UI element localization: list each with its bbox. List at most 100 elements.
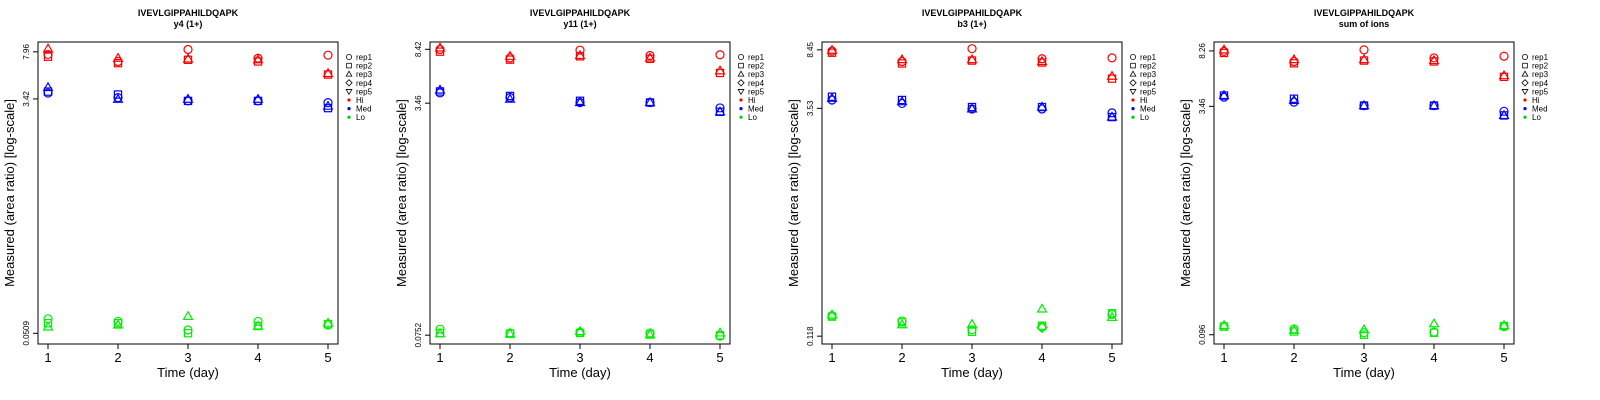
- legend-marker-rep5: [345, 89, 353, 96]
- data-point-med-rep3: [714, 106, 726, 116]
- legend-dot-Med: [739, 107, 743, 111]
- data-point-med-rep3: [1498, 109, 1510, 120]
- data-point-hi-rep1: [1219, 46, 1229, 56]
- data-point-med-rep2: [505, 91, 515, 101]
- data-point-lo-rep3: [1218, 319, 1230, 330]
- chart-subtitle: y4 (1+): [174, 19, 203, 29]
- data-point-hi-rep3: [714, 65, 726, 75]
- chart-subtitle: b3 (1+): [957, 19, 986, 29]
- data-point-lo-rep2: [967, 327, 977, 336]
- legend-marker-rep1: [346, 54, 352, 60]
- legend-marker-rep4: [1129, 79, 1137, 87]
- data-point-hi-rep3: [574, 49, 586, 60]
- data-point-hi-rep1: [1359, 45, 1369, 55]
- data-point-lo-rep2: [183, 328, 193, 338]
- data-point-hi-rep3: [1106, 70, 1118, 80]
- data-point-hi-rep3: [896, 53, 908, 64]
- legend-label: rep5: [748, 87, 765, 96]
- legend-label: rep2: [1532, 62, 1549, 71]
- legend-marker-rep4: [737, 79, 745, 87]
- legend-label: Lo: [748, 113, 757, 122]
- data-point-hi-rep3: [252, 54, 264, 64]
- data-point-lo-rep3: [434, 327, 446, 338]
- y-tick-label: 3.46: [414, 95, 423, 111]
- data-point-hi-rep1: [1107, 53, 1117, 63]
- legend-label: Med: [748, 105, 764, 114]
- data-point-hi-rep3: [42, 43, 54, 53]
- data-point-lo-rep2: [43, 319, 53, 328]
- data-point-lo-rep3: [1428, 317, 1440, 328]
- x-tick-label: 2: [506, 350, 513, 365]
- y-tick-label: 0.118: [806, 326, 815, 346]
- legend-label: Med: [1140, 105, 1156, 114]
- data-point-hi-rep3: [1358, 53, 1370, 64]
- data-point-med-rep3: [182, 93, 194, 103]
- data-point-hi-rep2: [113, 58, 123, 68]
- data-point-hi-rep1: [575, 45, 585, 55]
- legend-dot-Med: [347, 107, 351, 111]
- y-axis-label: Measured (area ratio) [log-scale]: [1178, 99, 1193, 287]
- data-point-hi-rep3: [1428, 54, 1440, 65]
- data-point-med-rep3: [1106, 111, 1118, 121]
- legend-marker-rep2: [1522, 62, 1528, 69]
- data-point-hi-rep2: [435, 47, 445, 56]
- data-point-med-rep3: [1428, 99, 1440, 110]
- data-point-med-rep3: [112, 93, 124, 103]
- data-point-hi-rep2: [897, 59, 907, 68]
- legend-marker-rep4: [1521, 79, 1529, 87]
- data-point-med-rep3: [42, 81, 54, 92]
- x-tick-label: 5: [324, 350, 331, 365]
- data-point-lo-rep3: [714, 327, 726, 337]
- data-point-lo-rep3: [574, 325, 586, 336]
- data-point-hi-rep1: [1499, 51, 1509, 61]
- data-point-hi-rep1: [967, 44, 977, 54]
- x-tick-label: 1: [436, 350, 443, 365]
- data-point-hi-rep3: [504, 50, 516, 60]
- data-point-hi-rep3: [966, 53, 978, 64]
- data-point-lo-rep3: [1498, 319, 1510, 330]
- legend-label: rep3: [1532, 70, 1549, 79]
- y-axis-label: Measured (area ratio) [log-scale]: [394, 99, 409, 287]
- legend-label: Med: [1532, 105, 1548, 114]
- y-tick-label: 8.45: [806, 42, 815, 58]
- data-point-lo-rep3: [112, 319, 124, 329]
- x-tick-label: 2: [114, 350, 121, 365]
- data-point-med-rep1: [323, 98, 333, 108]
- y-tick-label: 0.096: [1198, 324, 1207, 345]
- data-point-lo-rep4: [1036, 322, 1048, 334]
- data-point-med-rep3: [574, 96, 586, 107]
- legend-label: rep1: [1140, 53, 1157, 62]
- data-point-lo-rep3: [896, 318, 908, 329]
- legend-marker-rep2: [1130, 62, 1136, 69]
- x-axis-label: Time (day): [549, 365, 611, 380]
- legend-label: rep2: [748, 62, 765, 71]
- x-tick-label: 2: [1290, 350, 1297, 365]
- data-point-med-rep3: [434, 84, 446, 94]
- chart-title: IVEVLGIPPAHILDQAPK: [138, 8, 239, 18]
- legend-marker-rep1: [1130, 54, 1136, 60]
- y-tick-label: 8.26: [1198, 43, 1207, 59]
- y-tick-label: 7.96: [22, 44, 31, 60]
- legend-label: rep5: [1140, 87, 1157, 96]
- data-point-med-rep2: [43, 87, 53, 96]
- legend-dot-Lo: [1131, 115, 1135, 119]
- data-point-hi-rep1: [183, 44, 193, 55]
- legend-label: rep2: [356, 62, 373, 71]
- x-axis-label: Time (day): [1333, 365, 1395, 380]
- legend-label: Hi: [1140, 96, 1148, 105]
- data-point-lo-rep3: [644, 328, 656, 339]
- data-point-med-rep3: [644, 96, 656, 107]
- legend-marker-rep5: [737, 89, 745, 96]
- legend-label: rep4: [1532, 79, 1549, 88]
- legend-label: Hi: [1532, 96, 1540, 105]
- legend-label: rep1: [748, 53, 765, 62]
- x-tick-label: 4: [1430, 350, 1437, 365]
- x-tick-label: 3: [1360, 350, 1367, 365]
- x-tick-label: 4: [254, 350, 261, 365]
- x-tick-label: 3: [968, 350, 975, 365]
- legend-label: Lo: [356, 113, 365, 122]
- data-point-hi-rep1: [323, 50, 333, 60]
- legend-dot-Med: [1523, 107, 1527, 111]
